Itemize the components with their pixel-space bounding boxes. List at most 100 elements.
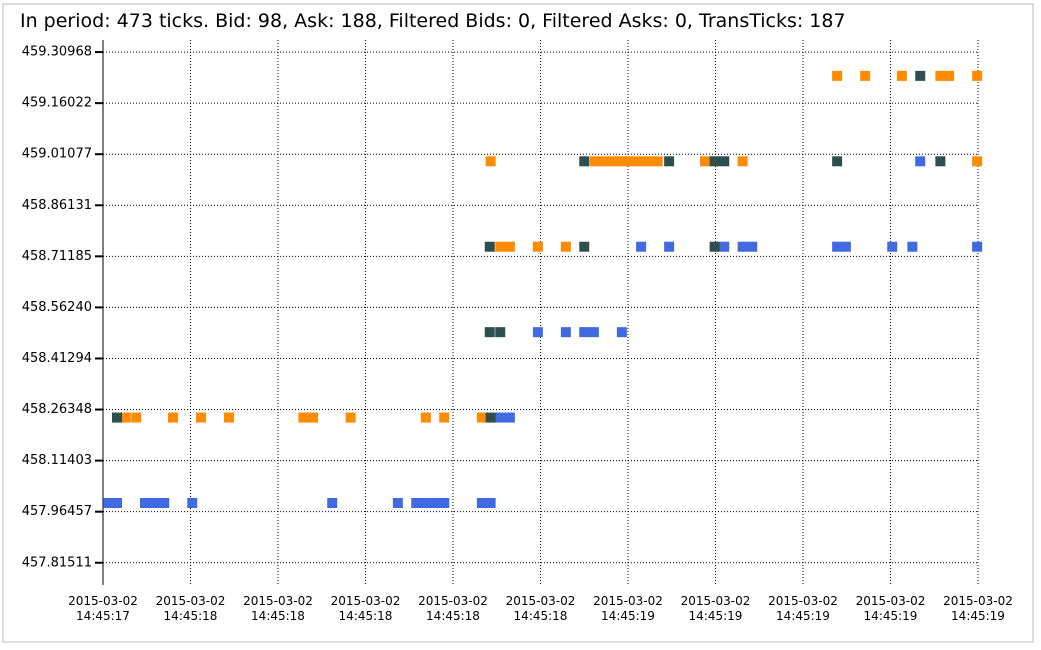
tick-point xyxy=(112,497,122,508)
tick-point xyxy=(832,241,843,252)
tick-point xyxy=(224,412,234,423)
x-tick-label: 2015-03-02 14:45:18 xyxy=(155,594,226,623)
y-tick-label: 457.81511 xyxy=(22,555,92,570)
tick-point xyxy=(476,497,487,508)
y-tick-label: 459.01077 xyxy=(22,147,92,162)
tick-point xyxy=(112,412,122,423)
tick-point xyxy=(495,412,506,423)
y-tick-label: 458.11403 xyxy=(22,453,92,468)
tick-point xyxy=(719,241,730,252)
tick-point xyxy=(476,412,487,423)
tick-point xyxy=(737,156,748,167)
tick-point xyxy=(103,497,114,508)
tick-point xyxy=(495,327,506,338)
tick-point xyxy=(915,70,926,81)
tick-point xyxy=(608,156,619,167)
x-tick-label: 2015-03-02 14:45:18 xyxy=(505,594,576,623)
tick-point xyxy=(737,241,748,252)
tick-point xyxy=(429,497,440,508)
tick-point xyxy=(709,156,720,167)
tick-point xyxy=(159,497,170,508)
tick-point xyxy=(532,327,543,338)
x-tick-label: 2015-03-02 14:45:17 xyxy=(68,594,138,623)
tick-point xyxy=(495,241,506,252)
tick-point xyxy=(439,497,450,508)
tick-point xyxy=(485,497,496,508)
y-tick-label: 458.56240 xyxy=(22,300,92,315)
tick-point xyxy=(972,241,983,252)
tick-point xyxy=(887,241,898,252)
x-tick-label: 2015-03-02 14:45:19 xyxy=(593,594,663,623)
tick-point xyxy=(935,156,946,167)
tick-point xyxy=(392,497,403,508)
tick-point xyxy=(616,327,627,338)
tick-point xyxy=(579,327,590,338)
tick-point xyxy=(644,156,654,167)
x-tick-label: 2015-03-02 14:45:18 xyxy=(418,594,488,623)
tick-point xyxy=(411,497,422,508)
tick-point xyxy=(579,156,590,167)
tick-point xyxy=(840,241,851,252)
tick-point xyxy=(579,241,590,252)
tick-point xyxy=(972,156,983,167)
tick-point xyxy=(345,412,356,423)
tick-point xyxy=(589,156,600,167)
tick-point xyxy=(327,497,338,508)
tick-point xyxy=(944,70,955,81)
x-tick-label: 2015-03-02 14:45:19 xyxy=(680,594,751,623)
tick-point xyxy=(120,412,131,423)
y-tick-label: 459.30968 xyxy=(22,45,92,60)
tick-point xyxy=(168,412,178,423)
x-tick-label: 2015-03-02 14:45:19 xyxy=(943,594,1013,623)
tick-point xyxy=(915,156,926,167)
tick-point xyxy=(652,156,663,167)
tick-point xyxy=(484,327,495,338)
tick-point xyxy=(896,70,907,81)
tick-point xyxy=(140,497,150,508)
tick-point xyxy=(484,241,495,252)
tick-point xyxy=(907,241,918,252)
tick-point xyxy=(560,327,571,338)
tick-point xyxy=(308,412,318,423)
tick-point xyxy=(149,497,160,508)
tick-point xyxy=(560,241,571,252)
tick-point xyxy=(625,156,636,167)
tick-point xyxy=(616,156,627,167)
tick-point xyxy=(709,241,720,252)
tick-point xyxy=(420,497,431,508)
tick-point xyxy=(935,70,946,81)
tick-point xyxy=(719,156,730,167)
x-tick-label: 2015-03-02 14:45:18 xyxy=(330,594,401,623)
tick-point xyxy=(485,412,496,423)
x-tick-label: 2015-03-02 14:45:19 xyxy=(768,594,838,623)
tick-point xyxy=(504,412,515,423)
tick-point xyxy=(599,156,610,167)
tick-point xyxy=(420,412,431,423)
chart-title: In period: 473 ticks. Bid: 98, Ask: 188,… xyxy=(20,10,846,32)
frame xyxy=(2,3,1034,643)
tick-point xyxy=(588,327,599,338)
tick-point xyxy=(504,241,515,252)
y-tick-label: 459.16022 xyxy=(22,96,92,111)
tick-point xyxy=(664,156,675,167)
tick-point xyxy=(636,241,647,252)
tick-point xyxy=(747,241,758,252)
tick-point xyxy=(700,156,710,167)
y-tick-label: 457.96457 xyxy=(22,504,92,519)
y-tick-label: 458.26348 xyxy=(22,402,92,417)
tick-point xyxy=(635,156,646,167)
x-tick-label: 2015-03-02 14:45:18 xyxy=(243,594,313,623)
tick-point xyxy=(131,412,142,423)
y-tick-label: 458.86131 xyxy=(22,198,92,213)
tick-point xyxy=(485,156,496,167)
y-tick-label: 458.71185 xyxy=(22,249,92,264)
tick-point xyxy=(196,412,206,423)
y-tick-label: 458.41294 xyxy=(22,351,92,366)
tick-point xyxy=(972,70,983,81)
tick-point xyxy=(832,70,843,81)
tick-point xyxy=(187,497,198,508)
x-tick-label: 2015-03-02 14:45:19 xyxy=(855,594,926,623)
tick-point xyxy=(664,241,675,252)
